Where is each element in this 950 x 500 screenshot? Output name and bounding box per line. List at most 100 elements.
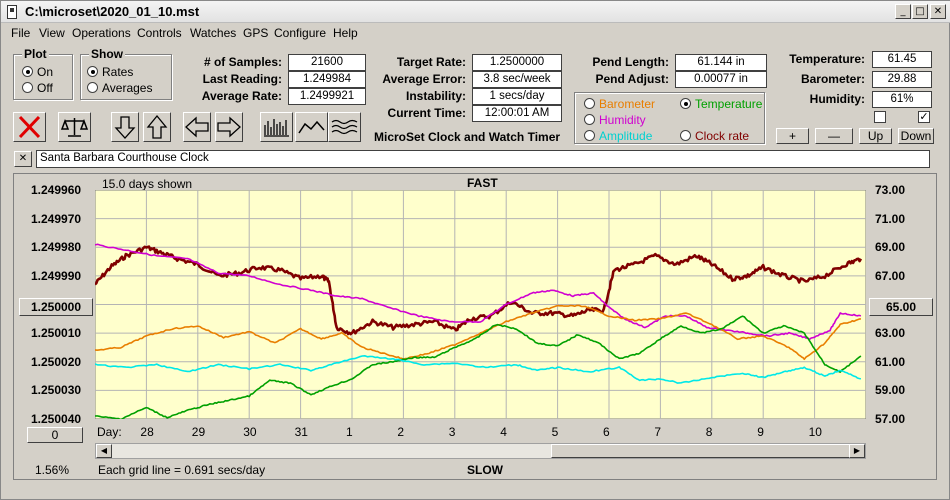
radio-unselected-icon[interactable] xyxy=(680,130,691,141)
clock-name-field[interactable]: Santa Barbara Courthouse Clock xyxy=(36,150,930,168)
radio-unselected-icon[interactable] xyxy=(584,114,595,125)
show-averages-label: Averages xyxy=(102,81,153,95)
balance-button[interactable] xyxy=(58,112,91,142)
current-time-field: 12:00:01 AM xyxy=(472,105,562,122)
bar-graph-button[interactable] xyxy=(260,112,293,142)
show-averages-radio[interactable]: Averages xyxy=(87,81,152,95)
plot-group-title: Plot xyxy=(22,47,49,61)
x-tick-label: 29 xyxy=(191,425,206,439)
close-button[interactable]: ✕ xyxy=(930,4,946,19)
sensor-amplitude-radio[interactable]: Amplitude xyxy=(584,129,652,143)
scroll-right-icon[interactable]: ▶ xyxy=(849,444,865,458)
menu-gps[interactable]: GPS xyxy=(243,26,269,40)
pend-adjust-label: Pend Adjust: xyxy=(595,72,669,86)
instability-field: 1 secs/day xyxy=(472,88,562,105)
left-axis-tick: 1.249990 xyxy=(31,268,82,283)
sensor-humidity-label: Humidity xyxy=(599,113,646,127)
clear-button[interactable] xyxy=(13,112,46,142)
scroll-thumb[interactable] xyxy=(551,444,851,458)
menu-help[interactable]: Help xyxy=(333,26,358,40)
clock-name-close-button[interactable]: ✕ xyxy=(14,151,32,167)
arrow-up-button[interactable] xyxy=(143,112,171,142)
barometer-label: Barometer: xyxy=(800,72,865,86)
right-axis-tick: 73.00 xyxy=(875,183,906,197)
plus-button[interactable]: + xyxy=(776,128,809,144)
series-amplitude xyxy=(95,355,862,384)
show-rates-radio[interactable]: Rates xyxy=(87,65,133,79)
arrow-right-button[interactable] xyxy=(215,112,243,142)
left-axis-tick: 1.249970 xyxy=(31,211,82,226)
horizontal-scrollbar[interactable]: ◀ ▶ xyxy=(95,443,866,459)
humidity-field: 61% xyxy=(872,91,932,108)
radio-unselected-icon[interactable] xyxy=(584,130,595,141)
radio-selected-icon[interactable] xyxy=(680,98,691,109)
target-rate-field[interactable]: 1.2500000 xyxy=(472,54,562,71)
sensor-humidity-radio[interactable]: Humidity xyxy=(584,113,646,127)
x-tick-label: 3 xyxy=(448,425,456,439)
wave-graph-icon xyxy=(331,119,358,135)
x-tick-label: 4 xyxy=(500,425,507,439)
plot-area[interactable] xyxy=(95,190,866,419)
menu-view[interactable]: View xyxy=(39,26,65,40)
radio-selected-icon[interactable] xyxy=(87,66,98,77)
arrow-down-icon xyxy=(114,116,136,139)
title-bar[interactable]: C:\microset\2020_01_10.mst _ □ ✕ xyxy=(1,1,950,23)
arrow-down-button[interactable] xyxy=(111,112,139,142)
menu-configure[interactable]: Configure xyxy=(274,26,327,40)
menu-operations[interactable]: Operations xyxy=(72,26,131,40)
sensor-temperature-radio[interactable]: Temperature xyxy=(680,97,762,111)
down-button[interactable]: Down xyxy=(898,128,934,144)
plot-group: Plot xyxy=(13,47,73,100)
right-axis-tick: 67.00 xyxy=(875,268,906,283)
maximize-button[interactable]: □ xyxy=(912,4,928,19)
x-tick-label: 28 xyxy=(140,425,154,439)
scroll-left-icon[interactable]: ◀ xyxy=(96,444,112,458)
sensor-clock-rate-radio[interactable]: Clock rate xyxy=(680,129,749,143)
day-label: Day: xyxy=(97,425,122,439)
plot-on-radio[interactable]: On xyxy=(22,65,53,79)
average-error-field: 3.8 sec/week xyxy=(472,71,562,88)
average-rate-field: 1.2499921 xyxy=(288,88,366,105)
show-group: Show xyxy=(80,47,172,100)
sensor-barometer-radio[interactable]: Barometer xyxy=(584,97,655,111)
right-axis-tick: 57.00 xyxy=(875,412,906,426)
menu-file[interactable]: File xyxy=(11,26,31,40)
barometer-field: 29.88 xyxy=(872,71,932,88)
x-tick-label: 1 xyxy=(346,425,353,439)
clear-x-icon xyxy=(18,115,41,139)
line-graph-icon xyxy=(298,120,325,134)
wave-graph-button[interactable] xyxy=(328,112,361,142)
sensor-clock-rate-label: Clock rate xyxy=(695,129,750,143)
right-center-value-button[interactable]: 65.00 xyxy=(869,298,933,316)
left-axis-tick: 1.249980 xyxy=(31,240,82,255)
current-time-label: Current Time: xyxy=(387,106,466,120)
up-button[interactable]: Up xyxy=(859,128,892,144)
radio-unselected-icon[interactable] xyxy=(87,82,98,93)
checkbox-1[interactable] xyxy=(874,111,886,123)
minimize-button[interactable]: _ xyxy=(895,4,911,19)
line-graph-button[interactable] xyxy=(295,112,328,142)
plot-off-radio[interactable]: Off xyxy=(22,81,53,95)
app-icon[interactable] xyxy=(7,5,17,19)
chart-panel xyxy=(13,173,937,480)
minus-button[interactable]: — xyxy=(815,128,853,144)
checkbox-2[interactable]: ✓ xyxy=(918,110,930,123)
x-tick-label: 6 xyxy=(603,425,610,439)
series-temperature xyxy=(95,315,862,419)
menu-watches[interactable]: Watches xyxy=(190,26,237,40)
radio-selected-icon[interactable] xyxy=(22,66,33,77)
average-error-label: Average Error: xyxy=(382,72,466,86)
pend-length-field[interactable]: 61.144 in xyxy=(675,54,767,71)
menu-controls[interactable]: Controls xyxy=(137,26,182,40)
right-axis-tick: 69.00 xyxy=(875,240,906,255)
plot-off-label: Off xyxy=(37,81,53,95)
radio-unselected-icon[interactable] xyxy=(22,82,33,93)
zero-button[interactable]: 0 xyxy=(27,427,83,443)
pend-adjust-field: 0.00077 in xyxy=(675,71,767,88)
x-tick-label: 2 xyxy=(397,425,405,439)
radio-unselected-icon[interactable] xyxy=(584,98,595,109)
right-axis-tick: 71.00 xyxy=(875,211,906,226)
arrow-left-button[interactable] xyxy=(183,112,211,142)
center-value-button[interactable]: 1.250000 xyxy=(19,298,93,316)
